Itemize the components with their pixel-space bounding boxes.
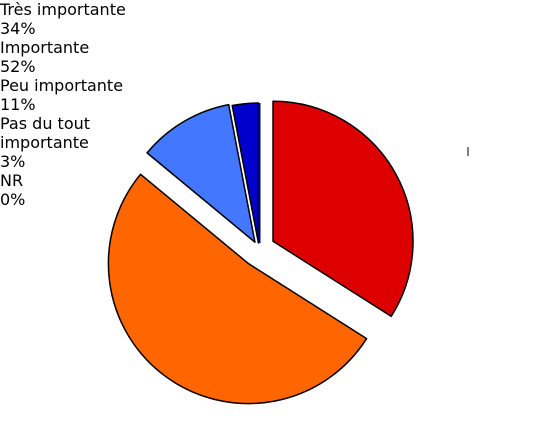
category-label: NR — [0, 171, 24, 190]
slice-label: Importante 52% — [0, 38, 550, 76]
slice-label: Peu importante 11% — [0, 76, 550, 114]
slice-label: Très importante 34% — [0, 0, 550, 38]
slice-label: Pas du tout importante 3% — [0, 114, 130, 171]
value-label: 52% — [0, 57, 36, 76]
slice-label: NR 0% — [0, 171, 550, 209]
value-label: 34% — [0, 19, 36, 38]
pie-slice — [272, 100, 414, 318]
category-label: Peu importante — [0, 76, 124, 95]
category-label: Importante — [0, 38, 90, 57]
value-label: 3% — [0, 152, 26, 171]
value-label: 11% — [0, 95, 36, 114]
category-label: Très importante — [0, 0, 126, 19]
category-label: Pas du tout importante — [0, 114, 91, 152]
value-label: 0% — [0, 190, 26, 209]
pie-slice — [107, 173, 368, 405]
pie-slice — [146, 103, 256, 243]
